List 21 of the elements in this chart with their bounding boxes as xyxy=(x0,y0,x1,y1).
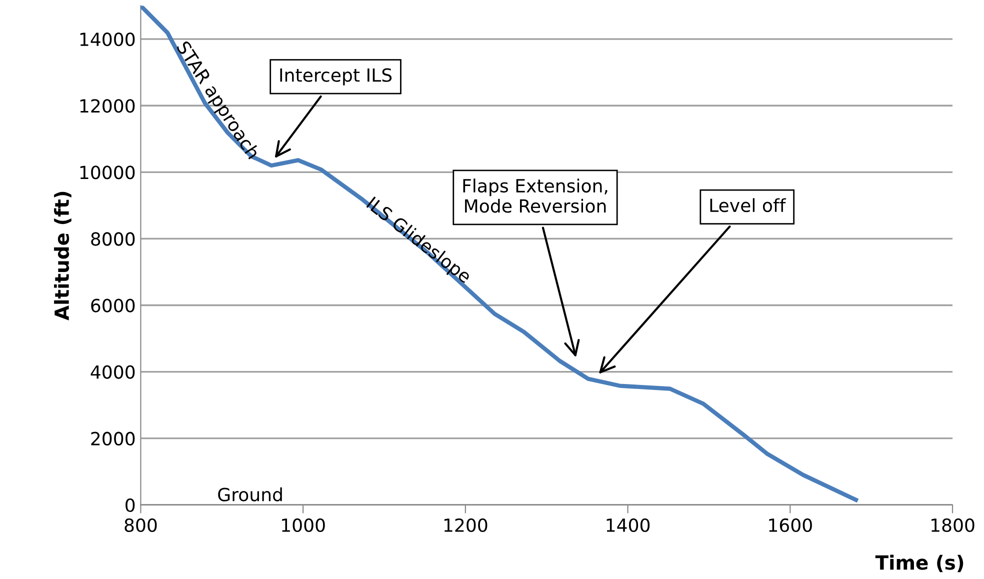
x-tick-label: 1000 xyxy=(282,518,325,532)
x-tick-label: 800 xyxy=(124,518,157,532)
y-tick-label: 6000 xyxy=(91,298,135,312)
x-axis-title: Time (s) xyxy=(875,554,964,572)
annotation: Level off xyxy=(710,198,786,212)
annotation: Ground xyxy=(218,487,282,502)
x-tick-label: 1400 xyxy=(606,518,650,532)
y-tick-label: 4000 xyxy=(90,365,135,379)
x-tick-label: 1600 xyxy=(769,518,812,532)
y-tick-label: 0 xyxy=(126,498,135,512)
y-tick-label: 14000 xyxy=(80,32,135,46)
y-tick-label: 10000 xyxy=(80,166,135,180)
x-tick-label: 1200 xyxy=(444,518,488,532)
y-tick-label: 2000 xyxy=(91,432,135,446)
line-series xyxy=(140,6,858,502)
x-tick-label: 1800 xyxy=(932,518,974,532)
y-tick-label: 12000 xyxy=(80,99,135,113)
annotation: Flaps Extension, Mode Reversion xyxy=(463,178,608,213)
y-tick-label: 8000 xyxy=(91,232,135,246)
annotation: Intercept ILS xyxy=(280,68,392,86)
y-axis-title: Altitude (ft) xyxy=(54,192,72,320)
